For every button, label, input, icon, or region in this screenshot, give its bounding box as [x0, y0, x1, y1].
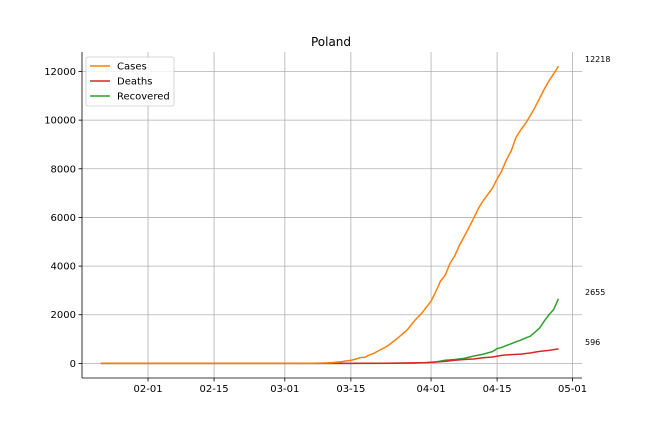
axes	[81, 52, 582, 379]
legend-label-cases: Cases	[117, 62, 147, 73]
legend-box	[85, 56, 175, 107]
series-lines	[100, 65, 560, 365]
x-tick-label: 05-01	[558, 384, 587, 395]
x-tick-label: 03-01	[270, 384, 299, 395]
y-tick-label: 12000	[44, 67, 76, 78]
y-axis-ticks: 0 2000 4000 6000 8000 10000 12000	[44, 67, 82, 370]
series-line-deaths	[100, 348, 559, 365]
legend-label-deaths: Deaths	[117, 77, 152, 88]
x-tick-label: 03-15	[336, 384, 365, 395]
y-tick-label: 0	[70, 359, 76, 370]
y-tick-label: 8000	[51, 164, 76, 175]
end-label-deaths: 596	[585, 338, 600, 347]
legend-label-recovered: Recovered	[117, 92, 170, 103]
end-label-cases: 12218	[585, 55, 610, 64]
x-tick-label: 02-15	[200, 384, 229, 395]
chart-title: Poland	[311, 35, 351, 49]
y-tick-label: 10000	[44, 116, 76, 127]
y-tick-label: 2000	[51, 310, 76, 321]
legend: Cases Deaths Recovered	[85, 56, 175, 107]
end-label-recovered: 2655	[585, 288, 605, 297]
x-axis-ticks: 02-01 02-15 03-01 03-15 04-01 04-15 05-01	[134, 378, 587, 395]
series-end-labels: 12218 596 2655	[585, 55, 610, 347]
series-line-cases	[100, 65, 560, 365]
x-tick-label: 04-15	[483, 384, 512, 395]
x-tick-label: 04-01	[417, 384, 446, 395]
y-tick-label: 4000	[51, 262, 76, 273]
x-tick-label: 02-01	[134, 384, 163, 395]
y-tick-label: 6000	[51, 213, 76, 224]
